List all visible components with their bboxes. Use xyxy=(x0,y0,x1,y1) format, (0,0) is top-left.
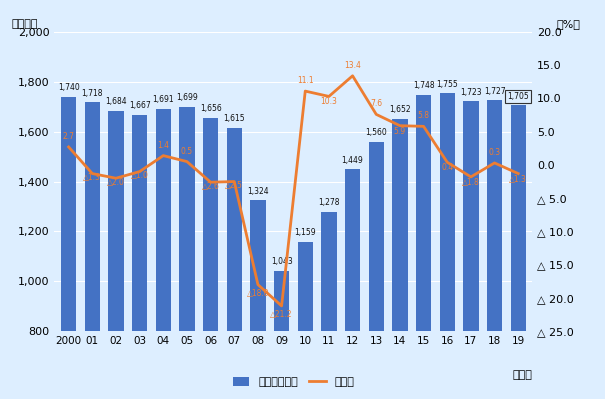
Text: 1,691: 1,691 xyxy=(152,95,174,105)
Text: （万台）: （万台） xyxy=(11,19,38,29)
Text: 0.5: 0.5 xyxy=(181,146,193,156)
Text: 1,705: 1,705 xyxy=(508,92,529,101)
Text: △18.0: △18.0 xyxy=(247,289,269,298)
Text: △21.2: △21.2 xyxy=(270,310,293,319)
Text: 1,755: 1,755 xyxy=(436,79,458,89)
Bar xyxy=(108,111,123,399)
Text: 1,278: 1,278 xyxy=(318,198,339,207)
Text: △1.8: △1.8 xyxy=(462,178,480,187)
Text: 1,615: 1,615 xyxy=(223,115,245,123)
Bar xyxy=(179,107,195,399)
Text: 1,656: 1,656 xyxy=(200,104,221,113)
Bar xyxy=(463,101,479,399)
Bar xyxy=(321,212,336,399)
Text: △1.0: △1.0 xyxy=(131,171,149,180)
Bar xyxy=(392,119,408,399)
Bar xyxy=(439,93,455,399)
Text: 5.8: 5.8 xyxy=(417,111,430,120)
Text: （年）: （年） xyxy=(512,370,532,380)
Text: 1,723: 1,723 xyxy=(460,87,482,97)
Text: 0.3: 0.3 xyxy=(488,148,500,157)
Bar xyxy=(227,128,242,399)
Text: 10.3: 10.3 xyxy=(321,97,338,107)
Bar xyxy=(85,102,100,399)
Text: 1,324: 1,324 xyxy=(247,187,269,196)
Text: 1,699: 1,699 xyxy=(176,93,198,103)
Bar xyxy=(368,142,384,399)
Text: 1,159: 1,159 xyxy=(295,228,316,237)
Bar xyxy=(203,118,218,399)
Text: △1.3: △1.3 xyxy=(83,173,101,182)
Text: △1.3: △1.3 xyxy=(509,174,527,184)
Text: 1,667: 1,667 xyxy=(129,101,151,111)
Text: 1,748: 1,748 xyxy=(413,81,434,90)
Text: 5.9: 5.9 xyxy=(394,126,406,136)
Text: 11.1: 11.1 xyxy=(297,76,313,85)
Text: △2.0: △2.0 xyxy=(107,178,125,187)
Text: 0.4: 0.4 xyxy=(441,163,453,172)
Text: 1.4: 1.4 xyxy=(157,140,169,150)
Text: 1,560: 1,560 xyxy=(365,128,387,137)
Text: 1,727: 1,727 xyxy=(484,87,505,95)
Text: △2.5: △2.5 xyxy=(225,181,243,190)
Text: 1,652: 1,652 xyxy=(389,105,411,114)
Text: △2.6: △2.6 xyxy=(201,182,220,191)
Bar xyxy=(511,105,526,399)
Bar xyxy=(132,115,148,399)
Bar xyxy=(298,242,313,399)
Text: 1,043: 1,043 xyxy=(270,257,292,266)
Text: 7.6: 7.6 xyxy=(370,99,382,109)
Text: 1,718: 1,718 xyxy=(82,89,103,98)
Bar xyxy=(274,271,289,399)
Bar xyxy=(155,109,171,399)
Text: 1,449: 1,449 xyxy=(342,156,364,165)
Text: （%）: （%） xyxy=(557,19,580,29)
Text: 13.4: 13.4 xyxy=(344,61,361,70)
Bar xyxy=(61,97,76,399)
Text: 1,684: 1,684 xyxy=(105,97,127,106)
Bar xyxy=(416,95,431,399)
Bar xyxy=(250,201,266,399)
Bar xyxy=(345,169,360,399)
Legend: 新車販売台数, 前年比: 新車販売台数, 前年比 xyxy=(228,372,359,391)
Text: 1,740: 1,740 xyxy=(57,83,79,92)
Bar xyxy=(487,100,502,399)
Text: 2.7: 2.7 xyxy=(63,132,74,141)
